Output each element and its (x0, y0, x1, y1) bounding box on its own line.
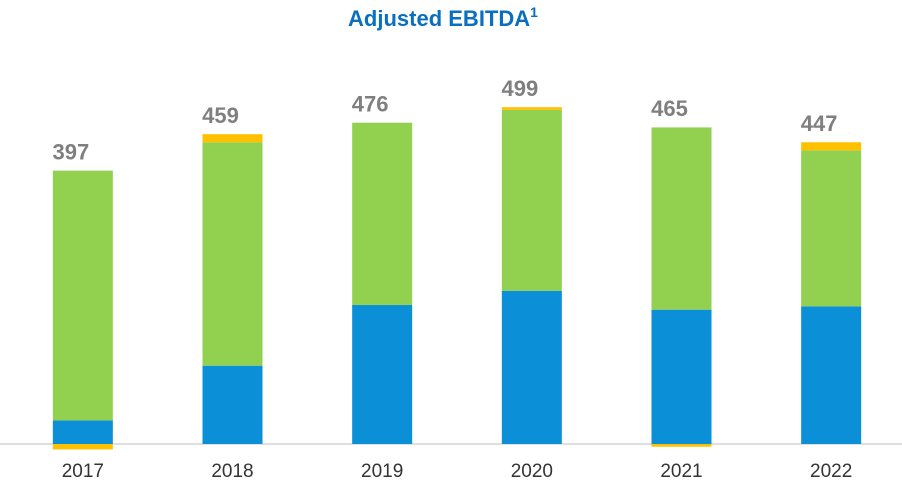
bar-segment (801, 142, 862, 151)
bar-segment (202, 365, 263, 444)
total-label: 447 (801, 111, 838, 136)
bar-segment (651, 127, 712, 310)
chart-title-text: Adjusted EBITDA (348, 6, 530, 31)
bar-segment (501, 107, 562, 110)
bar-segment (52, 444, 113, 450)
bar-segment (501, 290, 562, 444)
bar-segment (801, 306, 862, 444)
x-tick-label: 2020 (511, 461, 553, 482)
bar-segment (651, 444, 712, 447)
bar-segment (352, 304, 413, 444)
bar-segment (352, 122, 413, 305)
total-label: 499 (501, 76, 538, 101)
bar-segment (651, 309, 712, 444)
x-tick-label: 2018 (211, 461, 253, 482)
bar-segment (202, 134, 263, 143)
bar-segment (202, 142, 263, 366)
x-tick-label: 2021 (660, 461, 702, 482)
total-label: 397 (52, 139, 89, 164)
title-footnote: 1 (530, 4, 538, 20)
chart-title: Adjusted EBITDA1 (348, 4, 538, 31)
x-tick-label: 2017 (62, 461, 104, 482)
x-tick-label: 2022 (810, 461, 852, 482)
bar-segment (52, 420, 113, 444)
total-label: 476 (352, 92, 389, 117)
bar-segment (501, 109, 562, 291)
x-tick-label: 2019 (361, 461, 403, 482)
bar-segment (52, 170, 113, 421)
total-label: 465 (651, 96, 688, 121)
bar-segment (801, 150, 862, 307)
total-label: 459 (202, 103, 239, 128)
